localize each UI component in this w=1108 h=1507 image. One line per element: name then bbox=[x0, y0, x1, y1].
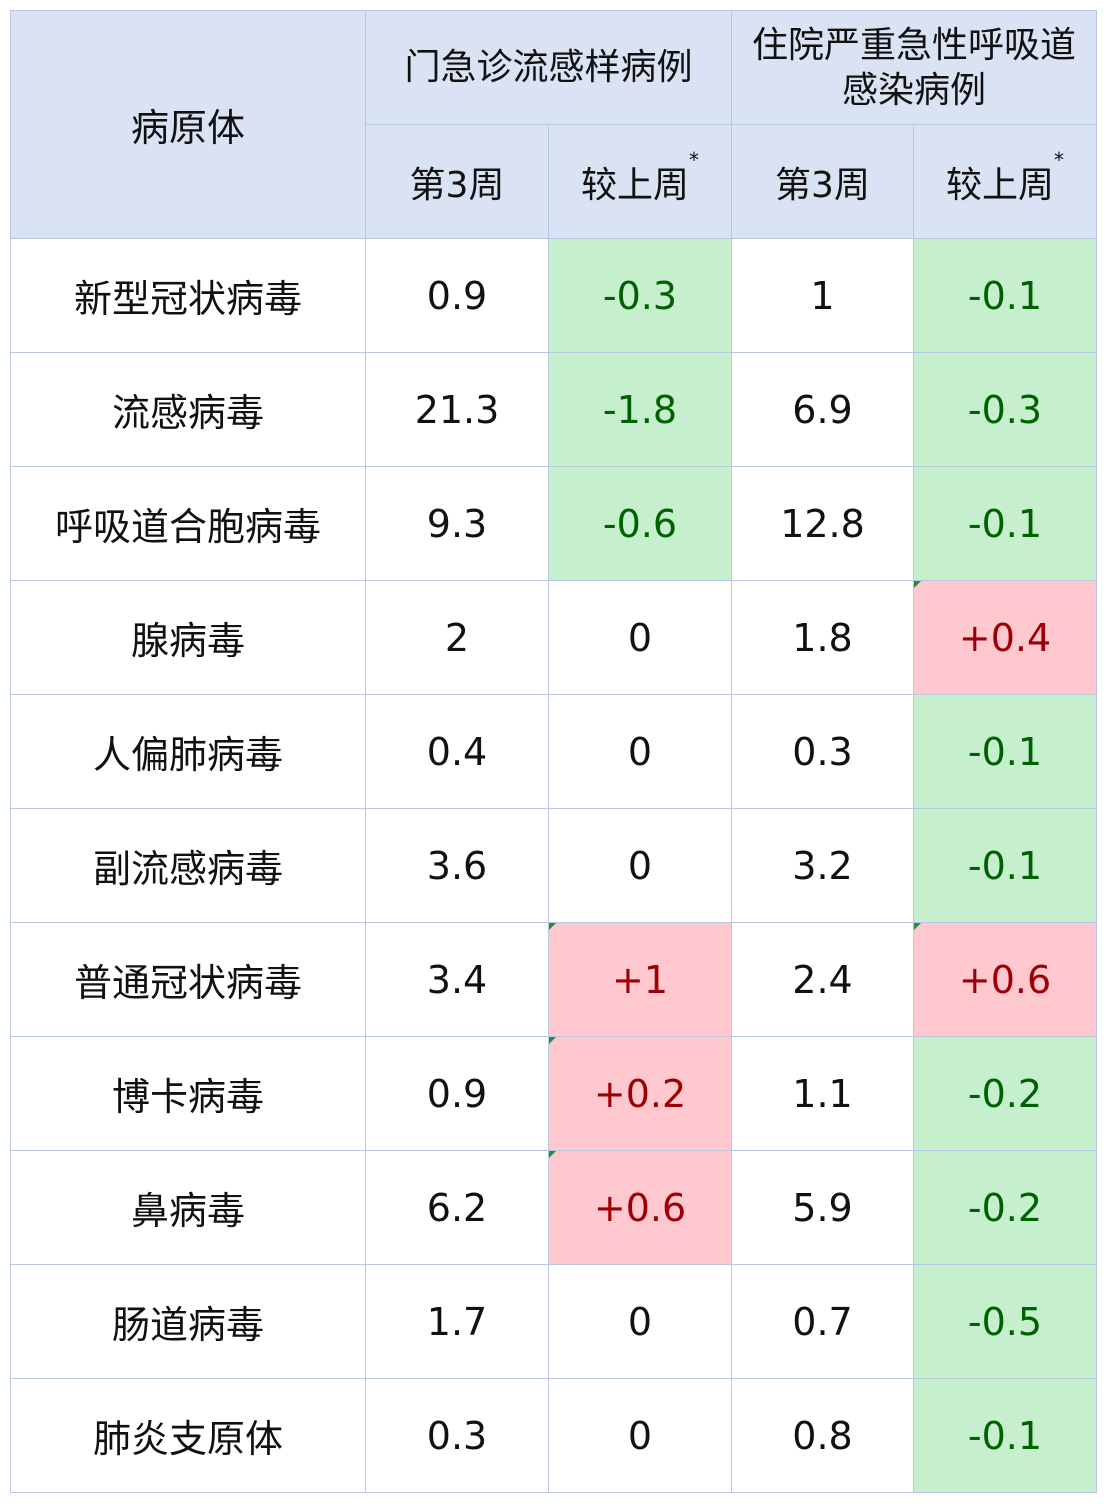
inpatient-week-header: 第3周 bbox=[731, 124, 914, 239]
inpatient-week-value: 3.2 bbox=[731, 808, 914, 923]
inpatient-change-value: -0.2 bbox=[913, 1150, 1097, 1265]
inpatient-week-value: 1.8 bbox=[731, 580, 914, 695]
inpatient-change-value: -0.3 bbox=[913, 352, 1097, 467]
inpatient-change-value: -0.1 bbox=[913, 808, 1097, 923]
pathogen-name: 人偏肺病毒 bbox=[10, 694, 366, 809]
pathogen-name: 腺病毒 bbox=[10, 580, 366, 695]
pathogen-name: 流感病毒 bbox=[10, 352, 366, 467]
pathogen-name: 鼻病毒 bbox=[10, 1150, 366, 1265]
table-header-row: 病原体 门急诊流感样病例 住院严重急性呼吸道感染病例 bbox=[10, 10, 1097, 239]
outpatient-week-value: 3.4 bbox=[365, 922, 549, 1037]
table-row: 鼻病毒 6.2 +0.6 5.9 -0.2 bbox=[10, 1150, 1097, 1265]
pathogen-name: 新型冠状病毒 bbox=[10, 238, 366, 353]
table-row: 呼吸道合胞病毒 9.3 -0.6 12.8 -0.1 bbox=[10, 466, 1097, 581]
outpatient-week-value: 1.7 bbox=[365, 1264, 549, 1379]
outpatient-group-header: 门急诊流感样病例 bbox=[365, 10, 732, 125]
change-label: 较上周 bbox=[580, 164, 689, 206]
table-row: 肠道病毒 1.7 0 0.7 -0.5 bbox=[10, 1264, 1097, 1379]
inpatient-change-value: +0.4 bbox=[913, 580, 1097, 695]
inpatient-change-header: 较上周* bbox=[913, 124, 1097, 239]
outpatient-change-header: 较上周* bbox=[548, 124, 732, 239]
footnote-asterisk: * bbox=[1054, 147, 1064, 172]
outpatient-change-value: +0.2 bbox=[548, 1036, 732, 1151]
inpatient-week-value: 12.8 bbox=[731, 466, 914, 581]
table-row: 普通冠状病毒 3.4 +1 2.4 +0.6 bbox=[10, 922, 1097, 1037]
outpatient-week-value: 0.9 bbox=[365, 238, 549, 353]
pathogen-column-header: 病原体 bbox=[10, 10, 366, 239]
inpatient-week-value: 0.3 bbox=[731, 694, 914, 809]
pathogen-positivity-table: 病原体 门急诊流感样病例 住院严重急性呼吸道感染病例 第3周 较上周* 第3周 … bbox=[10, 10, 1097, 1493]
outpatient-week-value: 2 bbox=[365, 580, 549, 695]
inpatient-week-value: 1 bbox=[731, 238, 914, 353]
table-row: 副流感病毒 3.6 0 3.2 -0.1 bbox=[10, 808, 1097, 923]
footnote-asterisk: * bbox=[689, 147, 699, 172]
inpatient-change-value: -0.5 bbox=[913, 1264, 1097, 1379]
pathogen-name: 肺炎支原体 bbox=[10, 1378, 366, 1493]
inpatient-week-value: 5.9 bbox=[731, 1150, 914, 1265]
outpatient-week-value: 0.9 bbox=[365, 1036, 549, 1151]
outpatient-change-value: 0 bbox=[548, 1264, 732, 1379]
outpatient-change-value: 0 bbox=[548, 694, 732, 809]
table-row: 博卡病毒 0.9 +0.2 1.1 -0.2 bbox=[10, 1036, 1097, 1151]
pathogen-name: 副流感病毒 bbox=[10, 808, 366, 923]
outpatient-week-value: 0.4 bbox=[365, 694, 549, 809]
outpatient-change-value: +0.6 bbox=[548, 1150, 732, 1265]
outpatient-change-value: 0 bbox=[548, 808, 732, 923]
table-row: 新型冠状病毒 0.9 -0.3 1 -0.1 bbox=[10, 238, 1097, 353]
inpatient-week-value: 0.7 bbox=[731, 1264, 914, 1379]
week-label: 第3周 bbox=[775, 164, 870, 206]
table-row: 腺病毒 2 0 1.8 +0.4 bbox=[10, 580, 1097, 695]
outpatient-week-value: 0.3 bbox=[365, 1378, 549, 1493]
outpatient-week-value: 3.6 bbox=[365, 808, 549, 923]
outpatient-change-value: 0 bbox=[548, 580, 732, 695]
inpatient-change-value: -0.1 bbox=[913, 238, 1097, 353]
outpatient-change-value: +1 bbox=[548, 922, 732, 1037]
inpatient-change-value: +0.6 bbox=[913, 922, 1097, 1037]
inpatient-change-value: -0.1 bbox=[913, 466, 1097, 581]
inpatient-change-value: -0.2 bbox=[913, 1036, 1097, 1151]
inpatient-week-value: 1.1 bbox=[731, 1036, 914, 1151]
outpatient-change-value: -0.3 bbox=[548, 238, 732, 353]
inpatient-week-value: 0.8 bbox=[731, 1378, 914, 1493]
outpatient-week-header: 第3周 bbox=[365, 124, 549, 239]
table-row: 流感病毒 21.3 -1.8 6.9 -0.3 bbox=[10, 352, 1097, 467]
table-row: 人偏肺病毒 0.4 0 0.3 -0.1 bbox=[10, 694, 1097, 809]
pathogen-name: 呼吸道合胞病毒 bbox=[10, 466, 366, 581]
inpatient-week-value: 6.9 bbox=[731, 352, 914, 467]
inpatient-change-value: -0.1 bbox=[913, 1378, 1097, 1493]
outpatient-change-value: -1.8 bbox=[548, 352, 732, 467]
pathogen-name: 肠道病毒 bbox=[10, 1264, 366, 1379]
pathogen-table-wrapper: 病原体 门急诊流感样病例 住院严重急性呼吸道感染病例 第3周 较上周* 第3周 … bbox=[10, 10, 1097, 1493]
outpatient-change-value: 0 bbox=[548, 1378, 732, 1493]
inpatient-group-header: 住院严重急性呼吸道感染病例 bbox=[731, 10, 1097, 125]
pathogen-name: 博卡病毒 bbox=[10, 1036, 366, 1151]
table-subheader-row: 第3周 较上周* 第3周 较上周* bbox=[11, 124, 1097, 239]
table-row: 肺炎支原体 0.3 0 0.8 -0.1 bbox=[10, 1378, 1097, 1493]
inpatient-week-value: 2.4 bbox=[731, 922, 914, 1037]
outpatient-week-value: 9.3 bbox=[365, 466, 549, 581]
outpatient-week-value: 6.2 bbox=[365, 1150, 549, 1265]
outpatient-change-value: -0.6 bbox=[548, 466, 732, 581]
change-label: 较上周 bbox=[945, 164, 1054, 206]
outpatient-week-value: 21.3 bbox=[365, 352, 549, 467]
pathogen-name: 普通冠状病毒 bbox=[10, 922, 366, 1037]
inpatient-change-value: -0.1 bbox=[913, 694, 1097, 809]
week-label: 第3周 bbox=[409, 164, 505, 206]
